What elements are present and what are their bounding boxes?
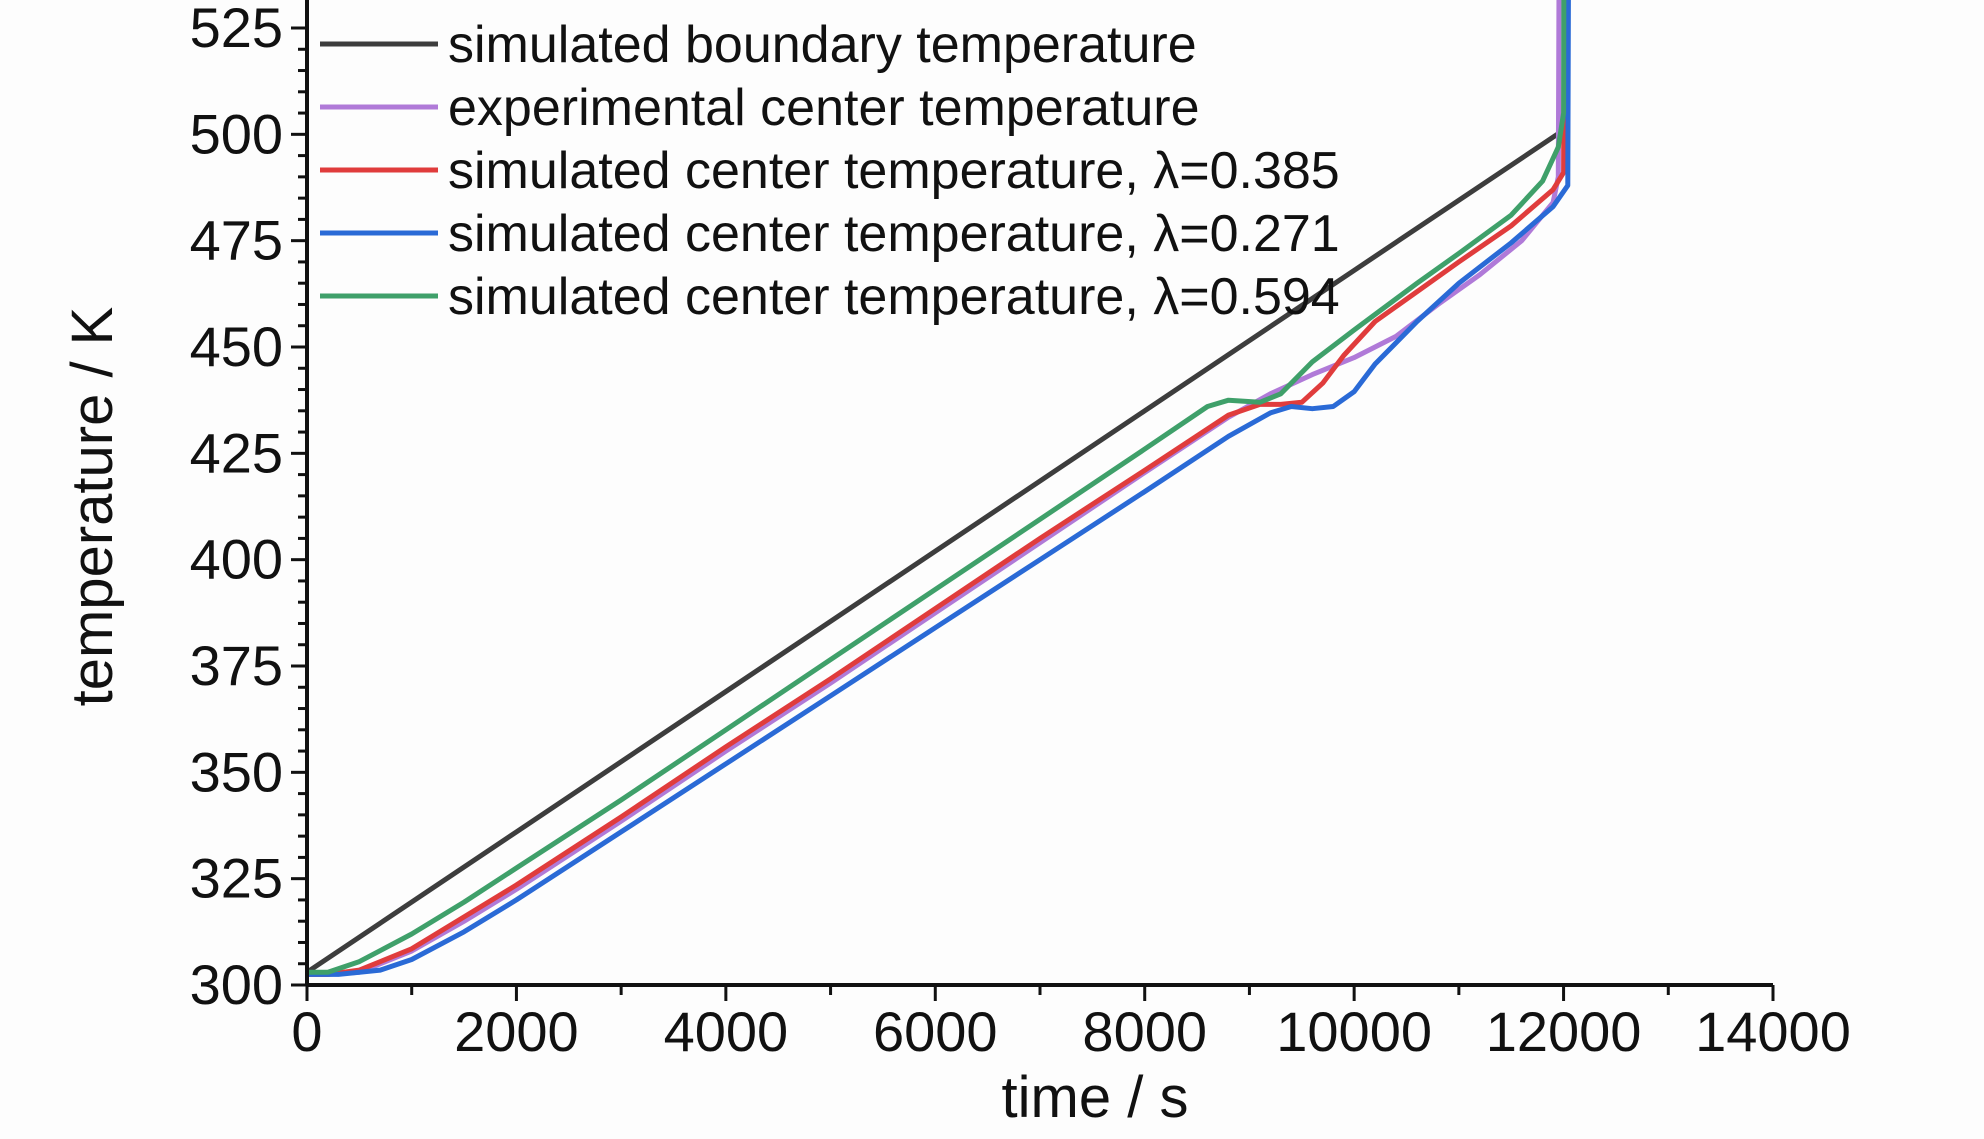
y-tick-label: 450 [190, 315, 283, 378]
series-line-4 [307, 0, 1571, 977]
y-tick-label: 375 [190, 634, 283, 697]
legend-label-2: experimental center temperature [448, 79, 1200, 137]
x-tick-label: 0 [291, 1000, 322, 1063]
y-tick-label: 400 [190, 528, 283, 591]
y-tick-label: 500 [190, 102, 283, 165]
legend-label-1: simulated boundary temperature [448, 16, 1197, 74]
series-line-3 [307, 0, 1567, 977]
y-tick-label: 350 [190, 740, 283, 803]
x-tick-label: 6000 [873, 1000, 998, 1063]
y-tick-label: 325 [190, 847, 283, 910]
y-tick-label: 425 [190, 421, 283, 484]
legend-label-4: simulated center temperature, λ=0.271 [448, 205, 1340, 263]
x-tick-label: 10000 [1276, 1000, 1432, 1063]
x-tick-label: 2000 [454, 1000, 579, 1063]
y-tick-label: 525 [190, 0, 283, 59]
y-axis-label: temperature / K [60, 306, 125, 706]
x-tick-label: 14000 [1695, 1000, 1851, 1063]
legend: simulated boundary temperatureexperiment… [320, 16, 1340, 326]
y-tick-label: 475 [190, 209, 283, 272]
axes: 0 2000 4000 6000 8000 10000 12000 14000 300 325 35… [190, 0, 1851, 1063]
series-line-5 [307, 0, 1567, 975]
x-tick-label: 12000 [1486, 1000, 1642, 1063]
x-axis-label: time / s [1002, 1065, 1189, 1130]
series-layer [307, 0, 1571, 977]
legend-label-5: simulated center temperature, λ=0.594 [448, 268, 1340, 326]
y-tick-label: 300 [190, 953, 283, 1016]
x-tick-label: 4000 [664, 1000, 789, 1063]
x-tick-label: 8000 [1082, 1000, 1207, 1063]
legend-label-3: simulated center temperature, λ=0.385 [448, 142, 1340, 200]
